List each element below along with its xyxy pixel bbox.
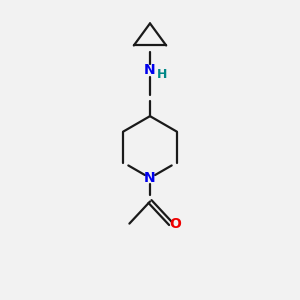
Text: N: N	[144, 64, 156, 77]
Text: N: N	[144, 171, 156, 185]
Text: H: H	[157, 68, 167, 81]
Text: O: O	[169, 217, 181, 231]
